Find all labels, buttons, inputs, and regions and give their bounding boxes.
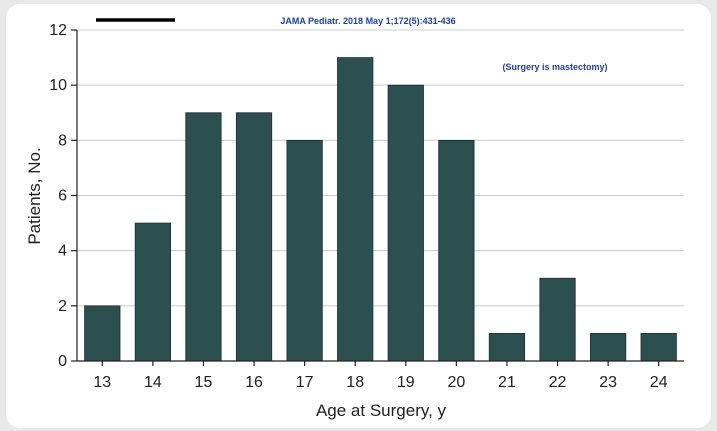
- x-tick-label: 20: [447, 374, 465, 391]
- y-tick-label: 12: [49, 22, 67, 39]
- bar-age-16: [235, 112, 273, 362]
- bar-age-15: [185, 112, 222, 362]
- source-citation: JAMA Pediatr. 2018 May 1;172(5):431-436: [280, 16, 455, 26]
- y-tick-label: 6: [58, 188, 67, 205]
- x-tick-label: 13: [93, 374, 111, 391]
- x-tick-label: 18: [346, 374, 364, 391]
- x-tick-label: 19: [397, 374, 415, 391]
- x-tick-label: 16: [245, 374, 263, 391]
- y-axis-label: Patients, No.: [25, 147, 44, 244]
- bar-age-13: [84, 305, 121, 362]
- bar-age-24: [640, 333, 677, 362]
- bar-age-22: [539, 277, 576, 362]
- bar-age-21: [488, 333, 526, 362]
- y-tick-label: 10: [49, 77, 67, 94]
- chart-note: (Surgery is mastectomy): [502, 62, 607, 72]
- bar-age-20: [438, 139, 475, 362]
- bar-age-14: [134, 222, 171, 362]
- x-tick-label: 22: [549, 374, 567, 391]
- x-tick-label: 14: [144, 374, 162, 391]
- bar-age-23: [590, 333, 627, 362]
- x-tick-label: 23: [599, 374, 617, 391]
- x-tick-label: 17: [296, 374, 314, 391]
- bar-age-17: [286, 139, 323, 362]
- y-tick-label: 8: [58, 132, 67, 149]
- x-tick-label: 15: [195, 374, 213, 391]
- x-tick-label: 21: [498, 374, 516, 391]
- bar-age-18: [337, 57, 374, 362]
- x-axis-label: Age at Surgery, y: [316, 401, 447, 420]
- y-tick-label: 2: [58, 298, 67, 315]
- y-tick-label: 0: [58, 353, 67, 370]
- x-tick-label: 24: [650, 374, 668, 391]
- bar-age-19: [387, 84, 424, 362]
- y-tick-label: 4: [58, 243, 67, 260]
